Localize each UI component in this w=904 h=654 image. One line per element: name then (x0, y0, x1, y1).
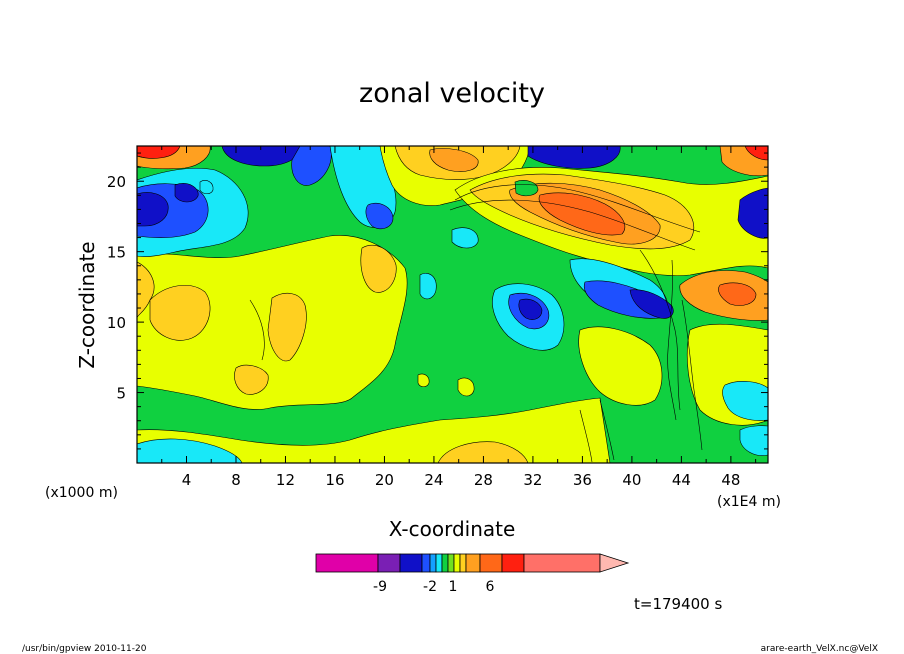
contour-line (681, 299, 703, 451)
colorbar-label: 1 (449, 579, 458, 595)
contour-lines (249, 184, 703, 463)
plot-frame (136, 145, 769, 464)
contour-region-orange-right-mid (718, 282, 757, 306)
colorbar-label: -9 (373, 579, 387, 595)
x-tick-label: 44 (672, 471, 691, 489)
contour-region-cyan-right-low (739, 425, 768, 456)
contour-region-green-right-top (514, 180, 539, 197)
colorbar-arrow (599, 553, 630, 573)
colorbar-segment (523, 553, 601, 573)
colorbar-segment (315, 553, 379, 573)
colorbar-segment (479, 553, 503, 573)
colorbar-segment (453, 553, 461, 573)
contour-region-navy-center (518, 298, 543, 320)
contour-region-navy-top (174, 183, 199, 203)
colorbar-segment (429, 553, 437, 573)
contour-line (454, 184, 701, 233)
contour-region-orange-top (429, 148, 479, 172)
contour-region-cyan-bottom (137, 438, 243, 463)
contour-line (579, 409, 593, 463)
colorbar-segment (435, 553, 443, 573)
contour-region-blue-top (291, 146, 332, 186)
contour-region-red-top-right-corner (744, 146, 768, 161)
contour-region-cyan-dot (199, 180, 214, 195)
x-tick-label: 24 (424, 471, 443, 489)
contour-line (449, 199, 696, 251)
contour-region-navy-top (137, 192, 169, 227)
colorbar-segment (399, 553, 423, 573)
contour-region-orange-low (149, 285, 211, 341)
x-tick-label: 4 (182, 471, 192, 489)
x-tick-label: 12 (276, 471, 295, 489)
contour-region-orange-low (267, 292, 307, 362)
contour-line (249, 299, 265, 361)
colorbar-segment (465, 553, 481, 573)
contour-region-cyan-small (451, 227, 479, 249)
contour-region-cyan-right-low (722, 380, 768, 421)
colorbar-label: -2 (423, 579, 437, 595)
contour-field (137, 146, 768, 463)
contour-region-yellow-right-low (578, 326, 663, 406)
x-unit-right: (x1E4 m) (717, 494, 781, 510)
colorbar-segment (421, 553, 431, 573)
x-tick-label: 32 (523, 471, 542, 489)
contour-region-orange-low (234, 364, 269, 395)
contour-region-orange-corner (137, 146, 211, 170)
colorbar (315, 553, 630, 573)
colorbar-segment (441, 553, 449, 573)
y-tick-label: 5 (116, 385, 126, 403)
contour-region-blue-mid (365, 202, 394, 230)
x-axis-label: X-coordinate (389, 517, 516, 541)
contour-region-cyan-small (419, 272, 437, 300)
x-tick-label: 20 (375, 471, 394, 489)
colorbar-segment (459, 553, 467, 573)
time-label: t=179400 s (634, 595, 722, 613)
y-axis-label: Z-coordinate (75, 241, 99, 368)
x-tick-label: 36 (573, 471, 592, 489)
contour-region-navy-top-right (527, 146, 621, 169)
x-tick-label: 40 (622, 471, 641, 489)
x-unit-left: (x1000 m) (45, 485, 118, 501)
contour-region-yellow-dot (417, 373, 430, 388)
y-tick-label: 20 (107, 173, 126, 191)
colorbar-segment (501, 553, 525, 573)
y-tick-label: 15 (107, 244, 126, 262)
contour-line (599, 399, 615, 461)
x-tick-label: 28 (474, 471, 493, 489)
x-tick-label: 48 (721, 471, 740, 489)
x-tick-label: 16 (325, 471, 344, 489)
contour-line (667, 259, 677, 421)
x-tick-label: 8 (231, 471, 241, 489)
contour-region-orange-bottom (437, 441, 529, 463)
contour-region-orange-low (360, 244, 397, 293)
y-tick-label: 10 (107, 314, 126, 332)
chart-title: zonal velocity (359, 78, 545, 109)
colorbar-labels: -9 -2 1 6 (373, 579, 495, 595)
footer-left: /usr/bin/gpview 2010-11-20 (22, 644, 147, 654)
contour-line (639, 249, 681, 411)
colorbar-label: 6 (486, 579, 495, 595)
colorbar-segment (377, 553, 401, 573)
x-axis: 4 8 12 16 20 24 28 32 36 40 44 48 (161, 146, 757, 489)
footer-right: arare-earth_VelX.nc@VelX (761, 644, 878, 654)
colorbar-segment (447, 553, 455, 573)
contour-region-yellow-dot (457, 377, 475, 397)
contour-region-orange-dark-right (538, 192, 626, 236)
contour-region-navy-right (737, 187, 768, 239)
y-axis: 5 10 15 20 (107, 152, 768, 450)
